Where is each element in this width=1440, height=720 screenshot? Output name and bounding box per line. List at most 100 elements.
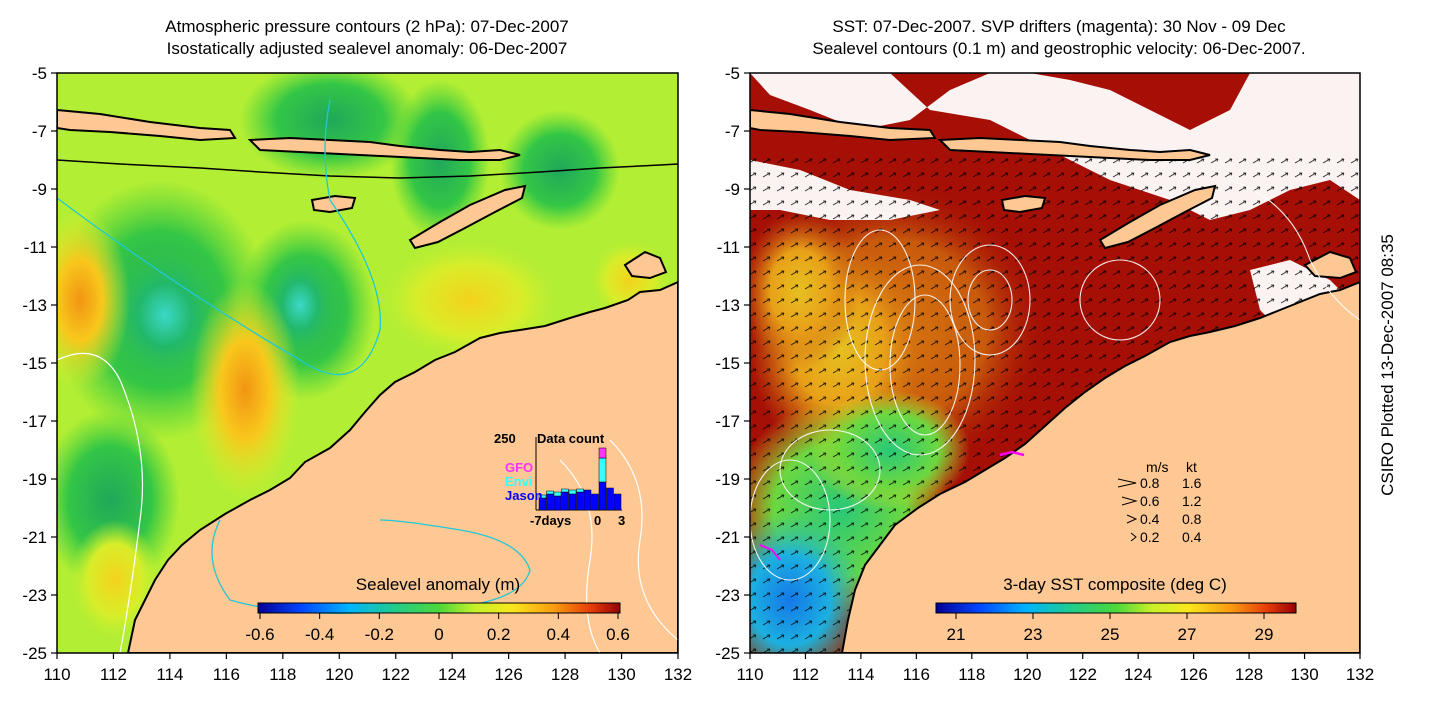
- inset-bar-envi: [568, 489, 577, 495]
- right-map-y-tick-label: -25: [715, 644, 740, 663]
- flores-coast-line: [57, 159, 678, 179]
- inset-bar-envi: [553, 491, 562, 497]
- left-map-x-tick-label: 116: [213, 665, 240, 684]
- right-map-y-tick-label: -13: [715, 296, 740, 315]
- right-map-title: SST: 07-Dec-2007. SVP drifters (magenta)…: [702, 16, 1416, 60]
- right-title-line2: Sealevel contours (0.1 m) and geostrophi…: [812, 39, 1306, 58]
- left-map-y-tick-label: -11: [24, 238, 47, 257]
- left-map-title: Atmospheric pressure contours (2 hPa): 0…: [56, 16, 678, 60]
- velocity-legend-ms-value: 0.2: [1140, 529, 1160, 545]
- inset-x-label-end: 3: [618, 513, 625, 528]
- left-map-x-tick-label: 118: [269, 665, 296, 684]
- inset-x-label-zero: 0: [594, 513, 601, 528]
- left-map-x-tick-label: 110: [43, 665, 70, 684]
- data-count-inset: 250 Data count GFO Envi Jason -7days 0 3: [494, 431, 625, 528]
- cyan-contour-line: [57, 99, 382, 376]
- right-map-y-tick-label: -5: [725, 64, 740, 83]
- inset-bar-envi: [546, 490, 554, 495]
- australia-landmass: [126, 280, 678, 653]
- lesser-sunda-islands-sst: [937, 136, 1211, 161]
- right-map-x-tick-label: 126: [1179, 665, 1207, 684]
- left-map-y-tick-label: -13: [22, 296, 47, 315]
- sumba-island-sst: [1000, 194, 1047, 214]
- java-island: [57, 108, 237, 142]
- right-map-x-tick-label: 124: [1124, 665, 1152, 684]
- arnhem-land: [623, 250, 668, 280]
- right-map-x-tick-label: 128: [1235, 665, 1263, 684]
- left-colorbar-tick-label: 0: [434, 625, 443, 644]
- inset-legend-gfo: GFO: [505, 460, 533, 475]
- velocity-legend: m/s kt 0.8 1.6 0.6 1.2 0.4 0.8 0.2 0.4: [1117, 459, 1202, 545]
- right-colorbar: [935, 602, 1297, 614]
- timor-island-sst: [1098, 184, 1217, 250]
- right-colorbar-tick-label: 25: [1101, 625, 1120, 644]
- velocity-legend-arrow: [1121, 496, 1138, 506]
- left-map-x-tick-label: 112: [100, 665, 127, 684]
- left-map-y-tick-label: -17: [22, 412, 47, 431]
- right-map-y-tick-label: -7: [725, 122, 740, 141]
- inset-bar-jason: [576, 491, 584, 511]
- velocity-legend-kt-value: 1.6: [1182, 475, 1202, 491]
- arnhem-land-sst: [1303, 250, 1358, 280]
- right-map-y-tick-label: -23: [715, 586, 740, 605]
- inset-title: Data count: [537, 431, 605, 446]
- sealevel-contours: [750, 179, 1360, 581]
- white-pressure-contour: [57, 352, 144, 653]
- inset-bar-envi: [576, 488, 584, 493]
- left-colorbar-tick-label: -0.6: [245, 625, 274, 644]
- left-map-x-tick-label: 124: [438, 665, 466, 684]
- left-map-y-tick-label: -5: [32, 64, 47, 83]
- right-colorbar-tick-label: 29: [1255, 625, 1274, 644]
- right-map-x-tick-label: 122: [1069, 665, 1097, 684]
- left-map-x-tick-label: 126: [494, 665, 522, 684]
- svp-drifter-track-1: [999, 450, 1025, 457]
- right-title-line1: SST: 07-Dec-2007. SVP drifters (magenta)…: [832, 17, 1286, 36]
- right-map-y-tick-label: -15: [715, 354, 740, 373]
- velocity-legend-header-ms: m/s: [1146, 459, 1169, 475]
- left-colorbar-tick-label: 0.2: [487, 625, 511, 644]
- right-map-y-tick-label: -11: [717, 238, 740, 257]
- right-map-x-tick-label: 132: [1346, 665, 1374, 684]
- velocity-legend-kt-value: 0.8: [1182, 511, 1202, 527]
- left-map-y-tick-label: -19: [22, 470, 47, 489]
- left-colorbar-tick-label: 0.4: [547, 625, 571, 644]
- velocity-legend-arrow: [1130, 532, 1137, 542]
- sealevel-anomaly-field: [57, 73, 678, 653]
- left-map-x-tick-label: 128: [551, 665, 579, 684]
- right-map-y-tick-label: -17: [715, 412, 740, 431]
- svp-drifter-track-2: [759, 544, 781, 561]
- left-title-line2: Isostatically adjusted sealevel anomaly:…: [166, 39, 568, 58]
- inset-legend-jason: Jason: [505, 488, 543, 503]
- left-map-y-tick-label: -15: [22, 354, 47, 373]
- left-map-x-tick-label: 114: [156, 665, 183, 684]
- inset-bar-jason: [583, 489, 592, 511]
- inset-legend-envi: Envi: [505, 474, 532, 489]
- left-colorbar-label: Sealevel anomaly (m): [356, 575, 520, 594]
- left-map-x-tick-label: 130: [607, 665, 635, 684]
- velocity-legend-kt-value: 1.2: [1182, 493, 1202, 509]
- sst-field: [750, 73, 1360, 653]
- right-colorbar-tick-label: 23: [1024, 625, 1043, 644]
- inset-bar-jason: [591, 493, 599, 511]
- white-pressure-contour-2: [559, 459, 601, 653]
- velocity-legend-ms-value: 0.4: [1140, 511, 1160, 527]
- right-map-y-tick-label: -21: [715, 528, 740, 547]
- right-map-x-tick-label: 110: [736, 665, 763, 684]
- velocity-legend-arrow: [1117, 478, 1137, 488]
- left-colorbar: [257, 602, 621, 614]
- left-colorbar-tick-label: 0.6: [606, 625, 630, 644]
- inset-bar-jason: [561, 491, 569, 511]
- right-map-x-tick-label: 130: [1290, 665, 1318, 684]
- inset-bar-jason: [598, 481, 607, 511]
- inset-bar-envi: [538, 494, 547, 499]
- inset-bar-jason: [553, 495, 562, 511]
- lesser-sunda-islands: [247, 136, 521, 161]
- velocity-legend-header-kt: kt: [1186, 459, 1197, 475]
- velocity-legend-kt-value: 0.4: [1182, 529, 1202, 545]
- inset-bar-jason: [568, 493, 577, 511]
- velocity-legend-ms-value: 0.6: [1140, 493, 1160, 509]
- right-colorbar-tick-label: 27: [1178, 625, 1197, 644]
- left-colorbar-tick-label: -0.4: [305, 625, 334, 644]
- inset-x-label-start: -7days: [530, 513, 571, 528]
- inset-bar-envi: [598, 457, 607, 483]
